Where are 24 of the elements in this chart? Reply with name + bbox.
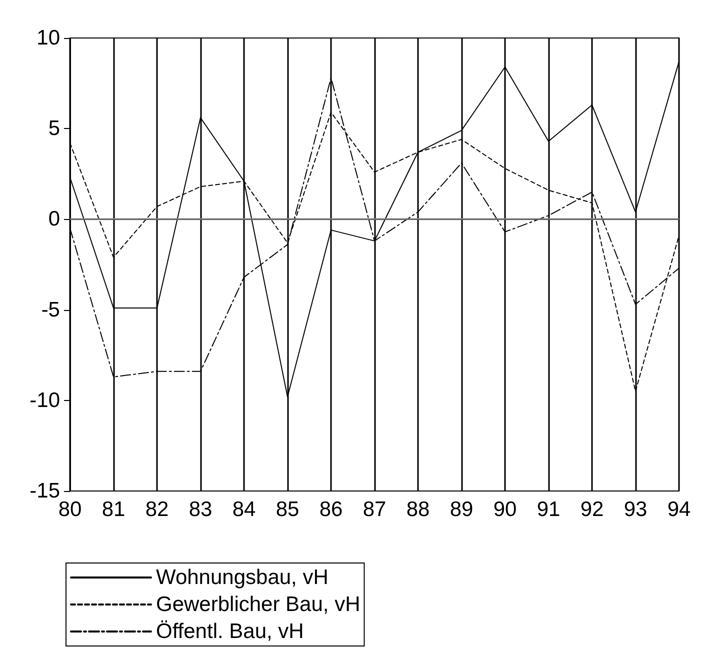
x-tick-label: 91 [536, 498, 560, 521]
x-tick-label: 88 [406, 498, 430, 521]
x-tick-label: 92 [580, 498, 604, 521]
x-tick-label: 80 [58, 498, 82, 521]
y-tick-label: 0 [48, 208, 60, 231]
legend-label: Wohnungsbau, vH [156, 566, 328, 589]
x-tick-label: 81 [102, 498, 126, 521]
x-tick-label: 86 [319, 498, 343, 521]
x-tick-label: 83 [188, 498, 212, 521]
x-tick-label: 84 [232, 498, 256, 521]
y-tick-label: -5 [41, 298, 60, 322]
y-tick-label: 10 [36, 26, 60, 50]
y-tick-label: -15 [30, 480, 60, 502]
x-tick-label: 90 [493, 498, 517, 521]
x-tick-label: 94 [667, 498, 691, 521]
x-tick-label: 89 [450, 498, 474, 521]
y-tick-label: 5 [48, 117, 60, 140]
x-tick-label: 85 [276, 498, 300, 521]
legend-label: Öffentl. Bau, vH [156, 620, 304, 643]
x-tick-label: 87 [362, 498, 386, 521]
legend-label: Gewerblicher Bau, vH [156, 593, 360, 616]
x-tick-label: 82 [145, 498, 169, 521]
y-tick-label: -10 [30, 388, 60, 412]
x-tick-label: 93 [624, 498, 648, 521]
